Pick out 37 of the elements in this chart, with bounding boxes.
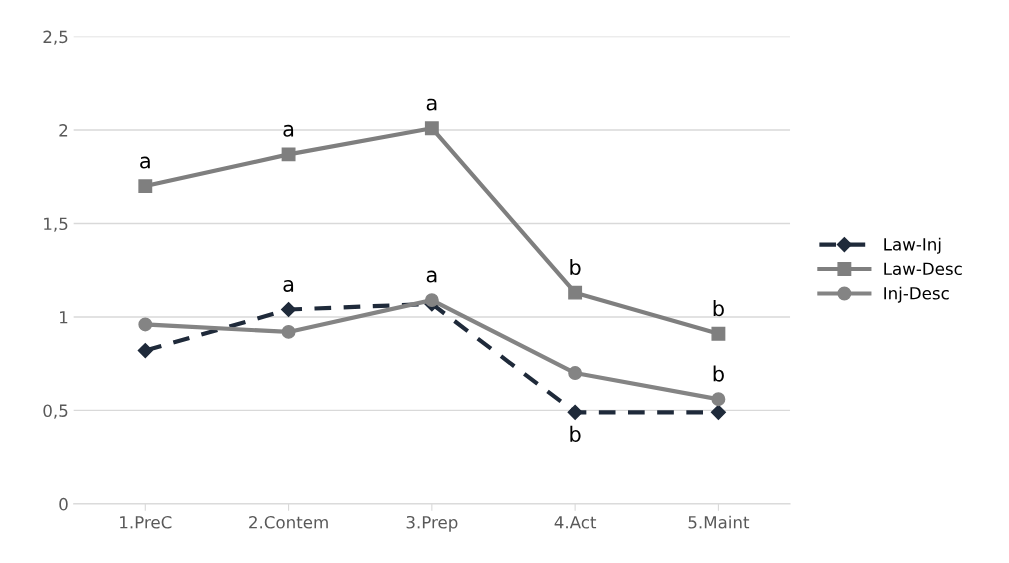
y-tick-label: 2,5 [43,30,68,45]
x-tick-label: 3.Prep [406,515,458,532]
point [281,301,297,318]
point [424,293,439,308]
legend-label: Law-Inj [884,237,941,254]
annotation: a [283,279,294,292]
annotation: a [140,156,150,169]
y-tick-label: 2 [59,124,68,137]
point [138,179,153,194]
x-tick-label: 1.PreC [120,515,172,529]
annotation: a [426,270,437,283]
annotation: b [713,365,724,382]
point [568,285,583,300]
point [138,317,153,332]
y-tick-label: 0 [59,497,68,511]
x-tick-label: 2.Contem [249,515,328,529]
annotation: b [570,425,581,442]
legend-label: Inj-Desc [884,286,949,303]
annotation: b [713,300,724,317]
y-tick-label: 0,5 [43,404,68,419]
annotation: b [570,258,581,276]
point [568,366,583,380]
point [710,404,726,420]
legend-label: Law-Desc [884,262,962,276]
point [711,326,726,341]
point [711,392,726,407]
point [281,324,296,339]
point [137,343,153,359]
y-tick-label: 1 [60,311,68,324]
x-tick-label: 5.Maint [688,515,750,529]
y-tick-label: 1,5 [44,217,68,232]
point [281,147,296,162]
point [424,121,439,136]
point [567,404,583,420]
annotation: a [283,124,294,137]
annotation: a [426,98,437,111]
x-tick-label: 4.Act [554,516,597,529]
